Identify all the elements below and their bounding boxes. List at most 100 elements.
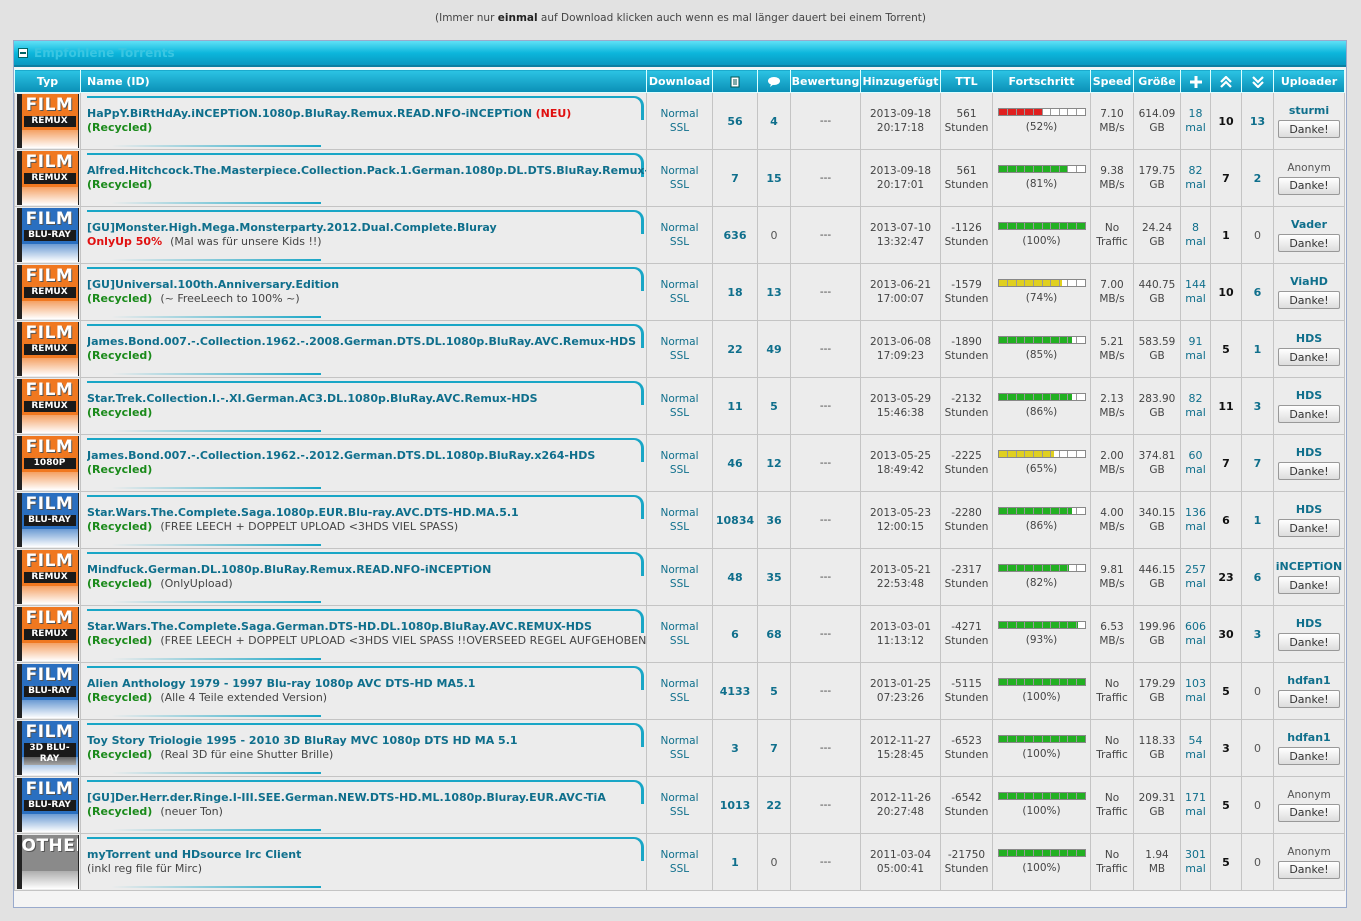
thanks-button[interactable]: Danke! bbox=[1278, 519, 1340, 537]
download-link[interactable]: SSL bbox=[669, 692, 690, 704]
snatched-count[interactable]: 606 bbox=[1185, 620, 1206, 633]
download-link[interactable]: SSL bbox=[669, 179, 690, 191]
torrent-name[interactable]: Mindfuck.German.DL.1080p.BluRay.Remux.RE… bbox=[87, 563, 492, 576]
snatched-count[interactable]: 82 bbox=[1188, 164, 1203, 177]
download-link[interactable]: SSL bbox=[669, 521, 690, 533]
type-badge[interactable]: FILM REMUX bbox=[16, 607, 79, 661]
download-link[interactable]: SSL bbox=[669, 578, 690, 590]
uploader-name[interactable]: HDS bbox=[1295, 503, 1323, 516]
torrent-name[interactable]: [GU]Monster.High.Mega.Monsterparty.2012.… bbox=[87, 221, 497, 234]
type-badge[interactable]: FILM REMUX bbox=[16, 322, 79, 376]
snatched-unit[interactable]: mal bbox=[1185, 406, 1206, 419]
torrent-name[interactable]: Alien Anthology 1979 - 1997 Blu-ray 1080… bbox=[87, 677, 476, 690]
download-link[interactable]: SSL bbox=[669, 293, 690, 305]
type-badge[interactable]: OTHER bbox=[16, 835, 79, 889]
torrent-name[interactable]: Toy Story Triologie 1995 - 2010 3D BluRa… bbox=[87, 734, 518, 747]
download-link[interactable]: SSL bbox=[669, 863, 690, 875]
uploader-name[interactable]: Vader bbox=[1290, 218, 1328, 231]
uploader-name[interactable]: Anonym bbox=[1287, 788, 1331, 801]
download-link[interactable]: SSL bbox=[669, 236, 690, 248]
snatched-header[interactable] bbox=[1180, 69, 1211, 93]
snatched-unit[interactable]: mal bbox=[1185, 748, 1206, 761]
snatched-count[interactable]: 144 bbox=[1185, 278, 1206, 291]
type-badge[interactable]: FILM REMUX bbox=[16, 265, 79, 319]
snatched-count[interactable]: 60 bbox=[1188, 449, 1203, 462]
type-badge[interactable]: FILM BLU-RAY bbox=[16, 493, 79, 547]
snatched-count[interactable]: 8 bbox=[1192, 221, 1199, 234]
snatched-count[interactable]: 18 bbox=[1188, 107, 1203, 120]
download-link[interactable]: Normal bbox=[660, 222, 699, 234]
type-badge[interactable]: FILM REMUX bbox=[16, 94, 79, 148]
torrent-name[interactable]: Star.Wars.The.Complete.Saga.1080p.EUR.Bl… bbox=[87, 506, 519, 519]
col-header[interactable]: Größe bbox=[1133, 69, 1181, 93]
snatched-count[interactable]: 91 bbox=[1188, 335, 1203, 348]
uploader-name[interactable]: HDS bbox=[1295, 332, 1323, 345]
col-header[interactable]: TTL bbox=[940, 69, 993, 93]
download-link[interactable]: Normal bbox=[660, 735, 699, 747]
thanks-button[interactable]: Danke! bbox=[1278, 405, 1340, 423]
thanks-button[interactable]: Danke! bbox=[1278, 633, 1340, 651]
snatched-count[interactable]: 136 bbox=[1185, 506, 1206, 519]
uploader-name[interactable]: Anonym bbox=[1287, 161, 1331, 174]
snatched-count[interactable]: 54 bbox=[1188, 734, 1203, 747]
download-link[interactable]: Normal bbox=[660, 507, 699, 519]
download-link[interactable]: SSL bbox=[669, 635, 690, 647]
download-link[interactable]: Normal bbox=[660, 450, 699, 462]
download-link[interactable]: Normal bbox=[660, 165, 699, 177]
snatched-count[interactable]: 82 bbox=[1188, 392, 1203, 405]
leechers-header[interactable] bbox=[1241, 69, 1274, 93]
snatched-unit[interactable]: mal bbox=[1185, 349, 1206, 362]
thanks-button[interactable]: Danke! bbox=[1278, 348, 1340, 366]
comments-header[interactable] bbox=[757, 69, 791, 93]
type-badge[interactable]: FILM REMUX bbox=[16, 379, 79, 433]
snatched-unit[interactable]: mal bbox=[1185, 634, 1206, 647]
thanks-button[interactable]: Danke! bbox=[1278, 120, 1340, 138]
download-link[interactable]: Normal bbox=[660, 279, 699, 291]
thanks-button[interactable]: Danke! bbox=[1278, 860, 1340, 879]
torrent-name[interactable]: Star.Wars.The.Complete.Saga.German.DTS-H… bbox=[87, 620, 592, 633]
torrent-name[interactable]: James.Bond.007.-.Collection.1962.-.2012.… bbox=[87, 449, 596, 462]
type-badge[interactable]: FILM BLU-RAY bbox=[16, 664, 79, 718]
snatched-unit[interactable]: mal bbox=[1185, 292, 1206, 305]
type-badge[interactable]: FILM REMUX bbox=[16, 550, 79, 604]
thanks-button[interactable]: Danke! bbox=[1278, 234, 1340, 252]
download-link[interactable]: Normal bbox=[660, 792, 699, 804]
snatched-count[interactable]: 103 bbox=[1185, 677, 1206, 690]
files-header[interactable] bbox=[712, 69, 758, 93]
seeders-header[interactable] bbox=[1210, 69, 1242, 93]
type-badge[interactable]: FILM BLU-RAY bbox=[16, 208, 79, 262]
snatched-unit[interactable]: mal bbox=[1185, 235, 1206, 248]
download-link[interactable]: SSL bbox=[669, 806, 690, 818]
uploader-name[interactable]: HDS bbox=[1295, 446, 1323, 459]
thanks-button[interactable]: Danke! bbox=[1278, 690, 1340, 708]
download-link[interactable]: SSL bbox=[669, 350, 690, 362]
uploader-name[interactable]: HDS bbox=[1295, 617, 1323, 630]
snatched-count[interactable]: 301 bbox=[1185, 848, 1206, 861]
snatched-unit[interactable]: mal bbox=[1185, 463, 1206, 476]
type-badge[interactable]: FILM BLU-RAY bbox=[16, 778, 79, 832]
thanks-button[interactable]: Danke! bbox=[1278, 803, 1340, 822]
download-link[interactable]: Normal bbox=[660, 393, 699, 405]
uploader-name[interactable]: iNCEPTiON bbox=[1275, 560, 1343, 573]
snatched-count[interactable]: 171 bbox=[1185, 791, 1206, 804]
thanks-button[interactable]: Danke! bbox=[1278, 291, 1340, 309]
download-link[interactable]: Normal bbox=[660, 849, 699, 861]
type-badge[interactable]: FILM 1080P bbox=[16, 436, 79, 490]
torrent-name[interactable]: [GU]Universal.100th.Anniversary.Edition bbox=[87, 278, 340, 291]
col-header[interactable]: Hinzugefügt bbox=[860, 69, 941, 93]
torrent-name[interactable]: HaPpY.BiRtHdAy.iNCEPTiON.1080p.BluRay.Re… bbox=[87, 107, 533, 120]
download-link[interactable]: Normal bbox=[660, 108, 699, 120]
download-link[interactable]: Normal bbox=[660, 621, 699, 633]
col-header[interactable]: Uploader bbox=[1273, 69, 1345, 93]
collapse-toggle[interactable] bbox=[18, 48, 28, 58]
uploader-name[interactable]: Anonym bbox=[1287, 845, 1331, 858]
col-header[interactable]: Name (ID) bbox=[80, 69, 647, 93]
download-link[interactable]: Normal bbox=[660, 678, 699, 690]
thanks-button[interactable]: Danke! bbox=[1278, 747, 1340, 765]
snatched-unit[interactable]: mal bbox=[1185, 520, 1206, 533]
uploader-name[interactable]: hdfan1 bbox=[1287, 731, 1331, 744]
snatched-unit[interactable]: mal bbox=[1185, 121, 1206, 134]
col-header[interactable]: Typ bbox=[14, 69, 81, 93]
download-link[interactable]: SSL bbox=[669, 122, 690, 134]
